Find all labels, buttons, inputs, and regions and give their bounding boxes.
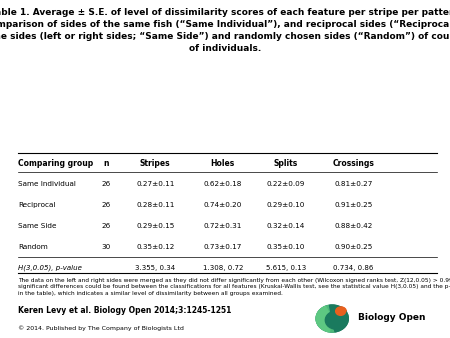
Text: 0.73±0.17: 0.73±0.17 [203, 244, 242, 250]
Circle shape [336, 307, 346, 316]
Text: n: n [103, 159, 108, 168]
Text: © 2014. Published by The Company of Biologists Ltd: © 2014. Published by The Company of Biol… [18, 325, 184, 331]
Text: 1.308, 0.72: 1.308, 0.72 [202, 265, 243, 271]
Text: Same Individual: Same Individual [18, 181, 76, 187]
Text: 3.355, 0.34: 3.355, 0.34 [135, 265, 176, 271]
Text: 0.72±0.31: 0.72±0.31 [203, 223, 242, 229]
Text: H(3,0.05), p-value: H(3,0.05), p-value [18, 265, 82, 271]
Text: Table 1. Average ± S.E. of level of dissimilarity scores of each feature per str: Table 1. Average ± S.E. of level of diss… [0, 8, 450, 53]
Text: Keren Levy et al. Biology Open 2014;3:1245-1251: Keren Levy et al. Biology Open 2014;3:12… [18, 306, 231, 315]
Text: Crossings: Crossings [332, 159, 374, 168]
Text: 5.615, 0.13: 5.615, 0.13 [266, 265, 306, 271]
Text: Stripes: Stripes [140, 159, 171, 168]
Text: 0.35±0.10: 0.35±0.10 [266, 244, 305, 250]
Text: 26: 26 [101, 223, 110, 229]
Wedge shape [316, 305, 335, 332]
Text: 0.35±0.12: 0.35±0.12 [136, 244, 175, 250]
Text: 26: 26 [101, 202, 110, 208]
Text: 0.62±0.18: 0.62±0.18 [203, 181, 242, 187]
Wedge shape [329, 305, 348, 332]
Text: 26: 26 [101, 181, 110, 187]
Text: 0.29±0.10: 0.29±0.10 [266, 202, 305, 208]
Text: 0.32±0.14: 0.32±0.14 [266, 223, 305, 229]
Text: Random: Random [18, 244, 48, 250]
Text: 0.88±0.42: 0.88±0.42 [334, 223, 373, 229]
Text: 0.81±0.27: 0.81±0.27 [334, 181, 373, 187]
Text: 0.90±0.25: 0.90±0.25 [334, 244, 373, 250]
Text: Biology Open: Biology Open [358, 313, 425, 321]
Text: 30: 30 [101, 244, 110, 250]
Text: Splits: Splits [274, 159, 298, 168]
Text: 0.74±0.20: 0.74±0.20 [203, 202, 242, 208]
Wedge shape [316, 306, 332, 332]
Text: 0.734, 0.86: 0.734, 0.86 [333, 265, 374, 271]
Circle shape [316, 305, 348, 332]
Text: Reciprocal: Reciprocal [18, 202, 55, 208]
Text: The data on the left and right sides were merged as they did not differ signific: The data on the left and right sides wer… [18, 277, 450, 296]
Text: 0.29±0.15: 0.29±0.15 [136, 223, 175, 229]
Circle shape [325, 311, 347, 329]
Text: Same Side: Same Side [18, 223, 57, 229]
Text: Comparing group: Comparing group [18, 159, 93, 168]
Text: Holes: Holes [211, 159, 235, 168]
Circle shape [336, 307, 346, 315]
Text: 0.27±0.11: 0.27±0.11 [136, 181, 175, 187]
Text: 0.28±0.11: 0.28±0.11 [136, 202, 175, 208]
Text: 0.91±0.25: 0.91±0.25 [334, 202, 373, 208]
Text: 0.22±0.09: 0.22±0.09 [266, 181, 305, 187]
